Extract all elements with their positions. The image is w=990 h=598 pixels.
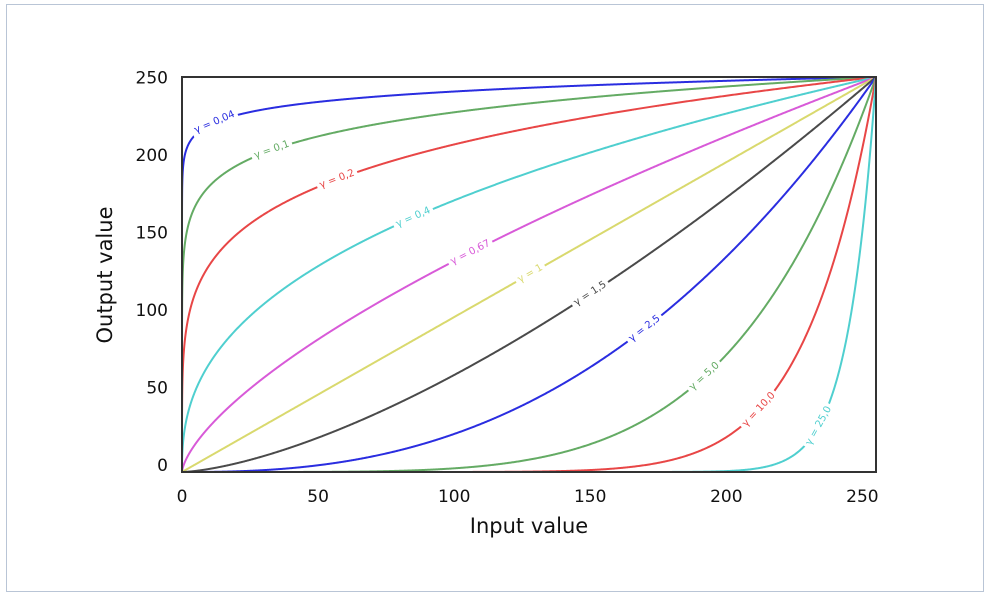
curve-label-text: γ = 5,0: [687, 360, 721, 393]
curve-series-4: [181, 76, 877, 473]
curve-series-5: [181, 76, 877, 473]
curve-label-text: γ = 10,0: [740, 390, 777, 429]
y-tick-label: 100: [136, 301, 168, 321]
y-axis-ticks: 0 50 100 150 200 250: [136, 69, 168, 476]
curve-label-text: γ = 0,2: [318, 168, 356, 191]
curve-label-2: γ = 0,2: [314, 165, 360, 193]
curve-label-text: γ = 2,5: [627, 313, 663, 344]
x-tick-label: 250: [846, 487, 878, 507]
curve-label-3: γ = 0,4: [391, 202, 436, 232]
curve-label-text: γ = 0,67: [449, 238, 492, 267]
curve-label-1: γ = 0,1: [249, 136, 295, 164]
curve-label-background: [249, 136, 295, 164]
curve-label-8: γ = 5,0: [684, 357, 725, 396]
x-tick-label: 150: [574, 487, 606, 507]
curve-label-text: γ = 1,5: [572, 279, 609, 308]
x-tick-label: 50: [307, 487, 329, 507]
curve-label-text: γ = 1: [516, 262, 545, 285]
y-tick-label: 150: [136, 224, 168, 244]
curve-label-layer: γ = 0,04 γ = 0,1 γ = 0,2 γ = 0,4 γ = 0,67 γ =…: [189, 106, 837, 451]
curve-label-text: γ = 0,1: [253, 139, 291, 162]
curve-label-text: γ = 25,0: [804, 404, 834, 447]
x-axis-ticks: 0 50 100 150 200 250: [177, 487, 879, 507]
curve-label-background: [189, 106, 240, 139]
y-axis-title: Output value: [93, 207, 117, 344]
plot-area-border: [181, 76, 877, 473]
curve-label-text: γ = 0,4: [394, 205, 432, 230]
curve-label-0: γ = 0,04: [189, 106, 240, 139]
curve-label-background: [445, 235, 496, 270]
curve-series-1: [181, 76, 877, 473]
x-tick-label: 200: [710, 487, 742, 507]
curve-label-background: [684, 357, 725, 396]
curve-label-background: [391, 202, 436, 232]
y-tick-label: 0: [157, 456, 168, 476]
x-axis-title: Input value: [470, 514, 588, 538]
y-tick-label: 200: [136, 146, 168, 166]
curve-label-background: [314, 165, 360, 193]
curve-label-9: γ = 10,0: [737, 387, 781, 433]
curve-label-6: γ = 1,5: [568, 276, 612, 311]
x-tick-label: 100: [438, 487, 470, 507]
y-tick-label: 250: [136, 69, 168, 89]
curve-label-7: γ = 2,5: [623, 310, 666, 347]
curve-series-2: [181, 76, 877, 473]
curve-label-background: [623, 310, 666, 347]
curve-label-5: γ = 1: [512, 259, 548, 288]
curve-label-background: [512, 259, 548, 288]
curve-label-background: [568, 276, 612, 311]
curve-label-10: γ = 25,0: [801, 401, 837, 451]
curve-label-background: [801, 401, 837, 451]
curve-label-background: [737, 387, 781, 433]
x-tick-label: 0: [177, 487, 188, 507]
curve-label-4: γ = 0,67: [445, 235, 496, 270]
y-tick-label: 50: [146, 379, 168, 399]
curve-series-6: [182, 76, 877, 473]
